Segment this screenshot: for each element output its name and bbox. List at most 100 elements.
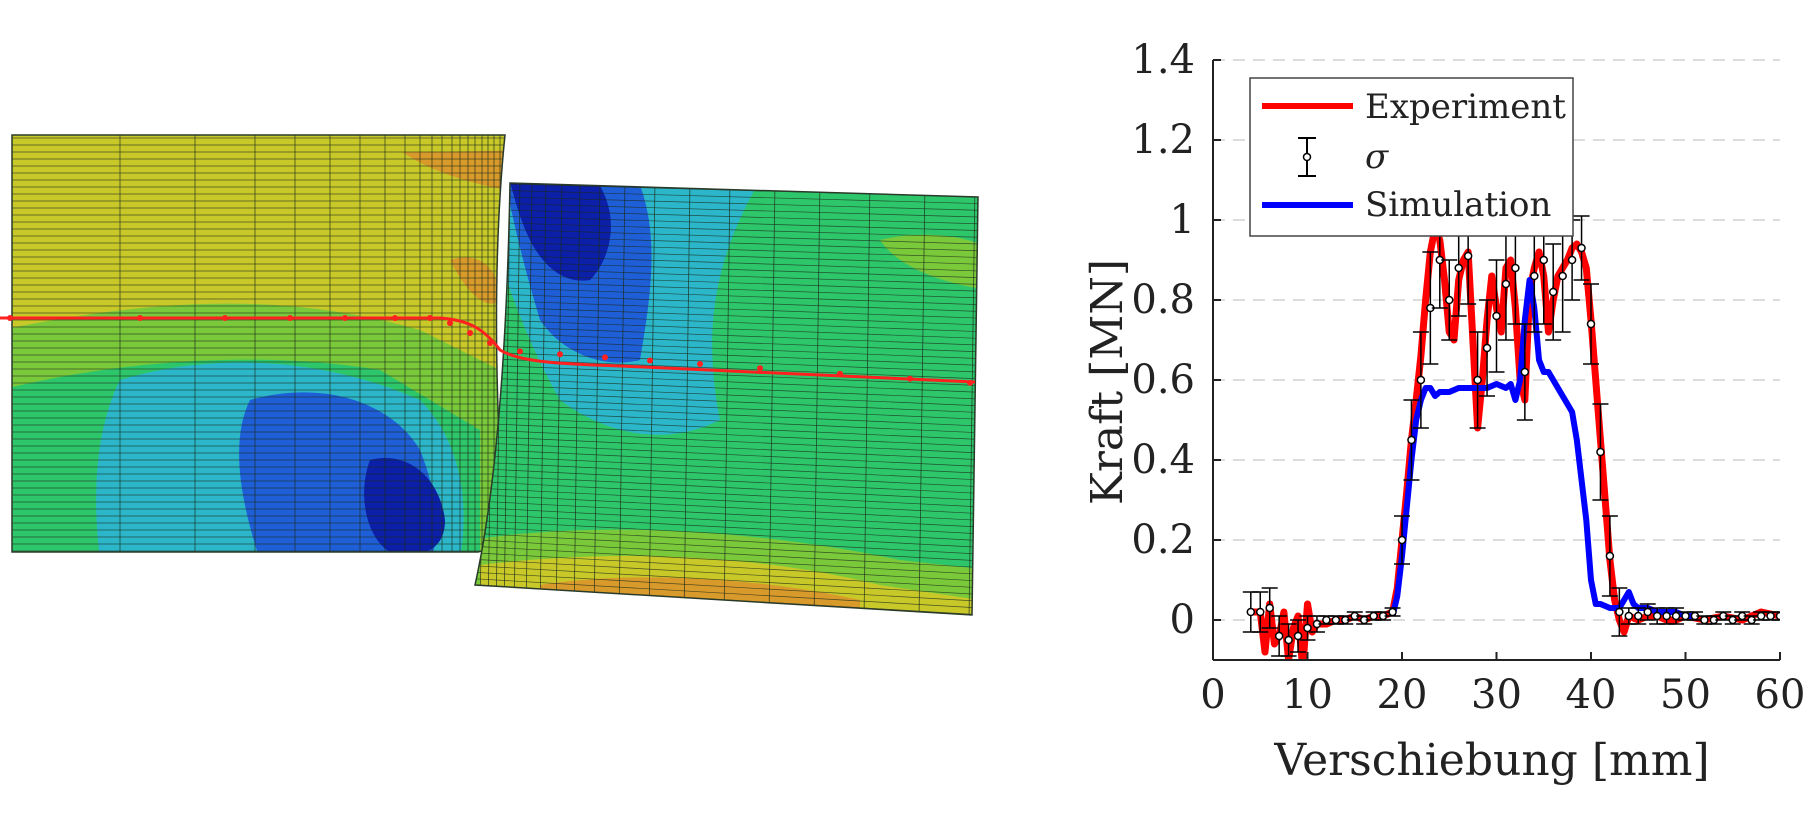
fem-trace-point [7, 315, 13, 321]
sigma-point [1293, 631, 1303, 641]
sigma-errorbar [1753, 611, 1770, 621]
series-simulation-line [1389, 277, 1695, 619]
fem-trace-point [427, 315, 433, 321]
sigma-errorbar [1290, 619, 1307, 653]
sigma-errorbar [1611, 587, 1628, 637]
sigma-point [1416, 375, 1426, 385]
sigma-point [1520, 367, 1530, 377]
sigma-errorbar [1545, 243, 1562, 341]
legend: Experiment σ Simulation [1249, 77, 1574, 237]
sigma-errorbar [1772, 611, 1780, 621]
y-tick-label: 0.8 [1131, 277, 1195, 323]
sigma-point [1445, 295, 1454, 305]
sigma-point [1671, 611, 1681, 621]
fem-trace-point [647, 357, 653, 364]
sigma-point [1558, 271, 1567, 281]
sigma-point [1331, 615, 1341, 625]
sigma-errorbar [1403, 399, 1420, 481]
y-tick-label: 0 [1170, 597, 1195, 643]
sigma-errorbar [1394, 515, 1410, 565]
sigma-point [1662, 611, 1671, 621]
sigma-point [1577, 243, 1586, 253]
sigma-errorbar [1601, 515, 1618, 597]
y-axis-label: Kraft [MN] [1082, 259, 1133, 505]
ticks: 0 10 20 30 40 50 60 0 0.2 0.4 0.6 0.8 1 1.2 1.4 [1131, 37, 1805, 718]
fem-trace-point [907, 375, 913, 382]
fem-trace-point [602, 354, 608, 361]
fem-trace-point [137, 315, 143, 321]
y-tick-label: 0.6 [1131, 357, 1195, 403]
fem-trace-point [967, 379, 973, 386]
sigma-point [1567, 255, 1577, 265]
x-axis-label: Verschiebung [mm] [1273, 735, 1709, 786]
sigma-point [1303, 623, 1312, 633]
sigma-point [1454, 263, 1463, 273]
sigma-errorbar [1583, 283, 1599, 365]
fem-trace-point [557, 351, 563, 358]
sigma-point [1501, 279, 1511, 289]
x-tick-label: 10 [1282, 672, 1333, 718]
fem-trace-point [222, 315, 228, 321]
sigma-errorbar [1412, 331, 1429, 429]
fem-trace-point [342, 315, 348, 321]
fem-trace-point [287, 315, 293, 321]
sigma-point [1322, 615, 1331, 625]
legend-experiment-label: Experiment [1365, 87, 1566, 127]
sigma-point [1624, 611, 1634, 621]
sigma-point [1265, 603, 1274, 613]
sigma-point [1397, 535, 1407, 545]
sigma-errorbar [1516, 323, 1533, 421]
sigma-errorbar [1573, 215, 1590, 281]
sigma-point [1492, 311, 1501, 321]
fem-trace-point [447, 320, 453, 326]
sigma-errorbar [1479, 299, 1496, 397]
fem-trace-point [697, 361, 703, 367]
sigma-point [1482, 343, 1492, 353]
sigma-point [1775, 611, 1780, 621]
fem-trace-line [0, 315, 976, 386]
sigma-point [1284, 635, 1293, 645]
sigma-point [1369, 611, 1378, 621]
fem-trace-point [467, 330, 473, 336]
sigma-point [1634, 611, 1643, 621]
sigma-point [1388, 607, 1397, 617]
sigma-errorbar [1422, 251, 1439, 365]
sigma-errorbar [1469, 331, 1486, 429]
sigma-point [1548, 287, 1558, 297]
sigma-errorbar [1365, 611, 1382, 621]
fem-trace-point [757, 365, 763, 372]
sigma-point [1586, 319, 1596, 329]
sigma-errorbar [1261, 587, 1278, 629]
sigma-point [1539, 255, 1548, 265]
sigma-point [1473, 375, 1482, 385]
legend-sigma-label: σ [1365, 137, 1389, 177]
sigma-point [1407, 435, 1416, 445]
sigma-errorbar [1441, 259, 1458, 341]
sigma-point [1511, 263, 1520, 273]
sigma-errorbar [1280, 623, 1297, 657]
sigma-point [1256, 607, 1265, 617]
x-tick-label: 20 [1377, 672, 1428, 718]
y-tick-label: 1 [1170, 197, 1195, 243]
x-tick-label: 0 [1200, 672, 1225, 718]
sigma-errorbar [1384, 607, 1401, 617]
sigma-errorbar [1252, 591, 1269, 633]
legend-sigma-swatch [1298, 137, 1316, 177]
sigma-point [1652, 611, 1662, 621]
x-tick-label: 40 [1566, 672, 1617, 718]
sigma-errorbar [1668, 607, 1685, 625]
y-tick-label: 1.2 [1131, 117, 1195, 163]
sigma-errorbar [1271, 615, 1288, 657]
fem-trace-point [392, 315, 398, 321]
sigma-point [1756, 611, 1766, 621]
fem-right-block [475, 183, 978, 615]
y-tick-label: 0.4 [1131, 437, 1195, 483]
sigma-point [1615, 607, 1624, 617]
sigma-point [1463, 251, 1473, 261]
sigma-point [1605, 551, 1615, 561]
legend-simulation-label: Simulation [1365, 185, 1551, 225]
sigma-point [1274, 631, 1284, 641]
sigma-errorbar [1630, 607, 1647, 625]
y-tick-label: 1.4 [1131, 37, 1195, 83]
